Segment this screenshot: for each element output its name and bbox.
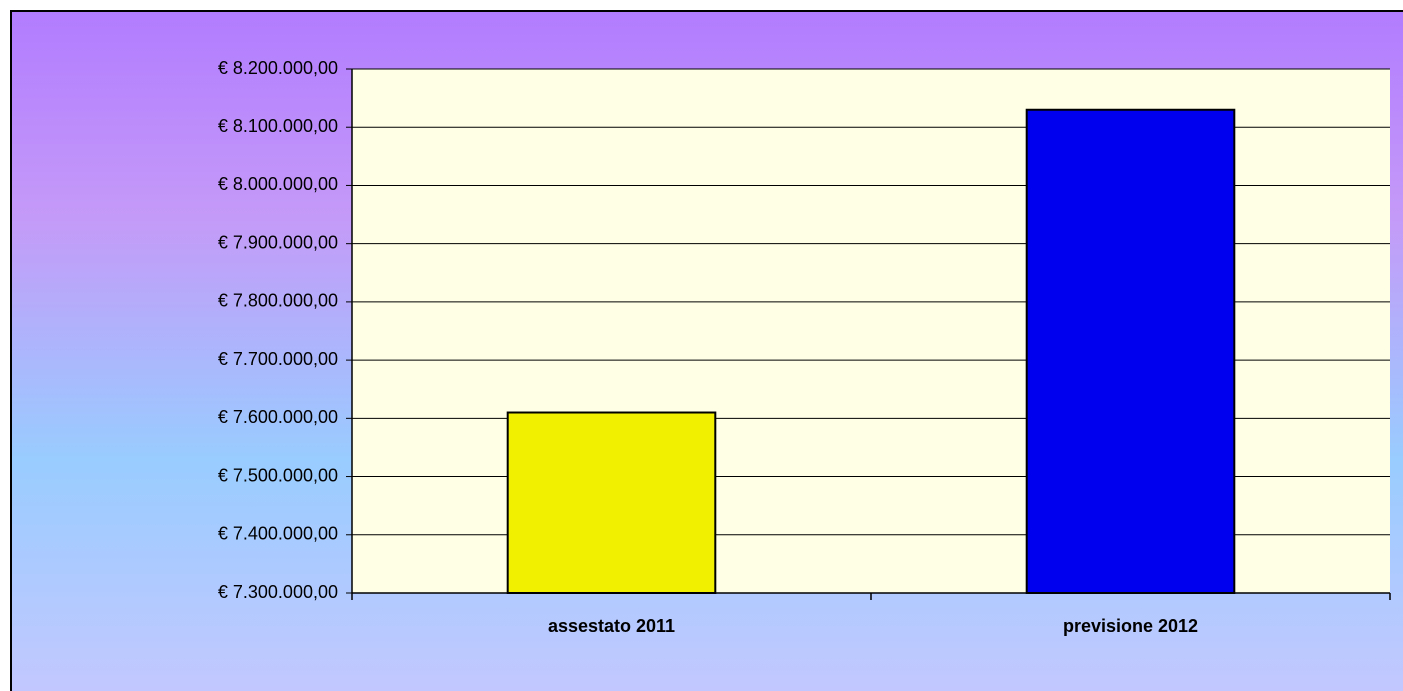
- y-tick-label: € 7.400.000,00: [218, 524, 338, 544]
- bar: [506, 411, 717, 594]
- y-tick-label: € 7.300.000,00: [218, 582, 338, 602]
- x-tick-label: assestato 2011: [548, 616, 675, 636]
- y-tick-label: € 7.500.000,00: [218, 465, 338, 485]
- y-tick-label: € 7.800.000,00: [218, 291, 338, 311]
- bar: [1025, 108, 1236, 594]
- y-tick-label: € 8.200.000,00: [218, 58, 338, 78]
- y-tick-label: € 7.700.000,00: [218, 349, 338, 369]
- y-tick-label: € 8.100.000,00: [218, 116, 338, 136]
- x-tick-label: previsione 2012: [1063, 616, 1198, 636]
- y-tick-label: € 8.000.000,00: [218, 174, 338, 194]
- y-tick-label: € 7.900.000,00: [218, 232, 338, 252]
- y-tick-label: € 7.600.000,00: [218, 407, 338, 427]
